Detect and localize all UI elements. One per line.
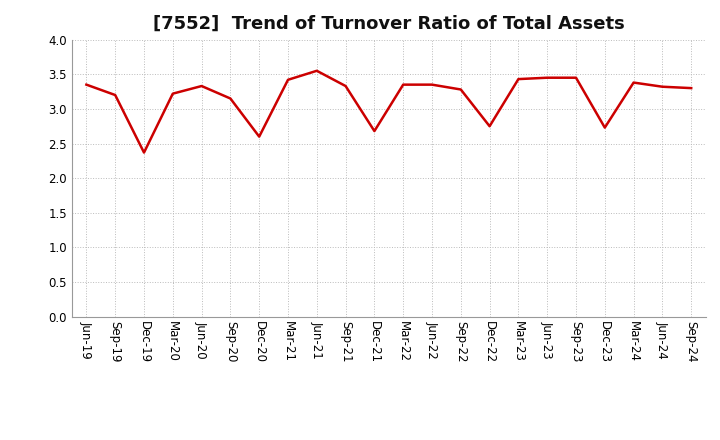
Title: [7552]  Trend of Turnover Ratio of Total Assets: [7552] Trend of Turnover Ratio of Total …: [153, 15, 625, 33]
